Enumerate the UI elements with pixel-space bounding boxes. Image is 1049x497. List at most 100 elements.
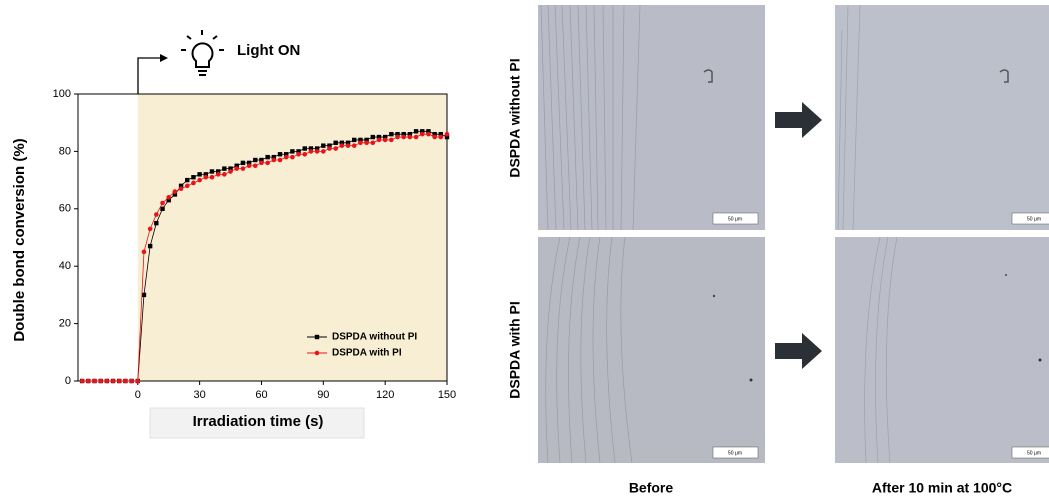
marker bbox=[129, 378, 134, 384]
x-axis-label: Irradiation time (s) bbox=[193, 413, 324, 430]
row-label: DSPDA without PI bbox=[507, 58, 523, 177]
marker bbox=[203, 174, 209, 180]
marker bbox=[259, 160, 264, 166]
marker bbox=[351, 143, 357, 148]
marker bbox=[284, 152, 289, 157]
scale-bar-label: 50 μm bbox=[728, 450, 742, 456]
marker bbox=[277, 157, 283, 163]
marker bbox=[308, 149, 314, 154]
y-axis-label: Double bond conversion (%) bbox=[11, 138, 28, 341]
marker bbox=[321, 149, 326, 154]
marker bbox=[215, 169, 221, 174]
micrograph bbox=[835, 237, 1049, 463]
marker bbox=[265, 154, 270, 160]
micrograph bbox=[538, 237, 765, 463]
marker bbox=[246, 160, 252, 166]
light-arrow bbox=[137, 57, 162, 94]
marker bbox=[395, 131, 400, 137]
marker bbox=[277, 152, 283, 157]
arrow bbox=[775, 102, 822, 138]
marker bbox=[444, 134, 450, 140]
marker bbox=[382, 134, 388, 140]
marker bbox=[426, 129, 431, 134]
legend-label: DSPDA without PI bbox=[332, 332, 417, 343]
marker bbox=[364, 140, 369, 146]
marker bbox=[419, 131, 425, 137]
marker bbox=[438, 131, 444, 137]
xlabel-box bbox=[149, 407, 365, 439]
plot-frame bbox=[77, 93, 448, 382]
x-tick-label: 60 bbox=[255, 389, 267, 401]
marker bbox=[240, 160, 246, 166]
y-tick-label: 20 bbox=[59, 318, 71, 330]
column-label: Before bbox=[629, 480, 674, 496]
marker bbox=[389, 137, 394, 143]
marker bbox=[86, 378, 91, 384]
marker bbox=[395, 134, 400, 140]
marker bbox=[154, 220, 159, 226]
marker bbox=[184, 183, 190, 189]
marker bbox=[358, 140, 363, 146]
y-tick-label: 40 bbox=[59, 260, 71, 272]
marker bbox=[339, 140, 345, 145]
marker bbox=[98, 378, 103, 384]
marker bbox=[147, 226, 153, 232]
legend-marker bbox=[314, 334, 320, 340]
micrograph bbox=[835, 5, 1049, 230]
marker bbox=[370, 140, 376, 146]
marker bbox=[79, 378, 85, 384]
marker bbox=[234, 166, 240, 171]
plot: 0 30 60 90 120 150 0 20 40 60 80 100 DSPDA without P… bbox=[53, 88, 457, 401]
marker bbox=[215, 172, 221, 177]
marker bbox=[178, 183, 184, 189]
marker bbox=[240, 166, 246, 171]
annotation: Light ON bbox=[237, 42, 300, 59]
marker bbox=[407, 131, 413, 137]
marker bbox=[147, 243, 153, 249]
marker bbox=[401, 131, 406, 137]
marker bbox=[420, 129, 425, 134]
bulb-icon bbox=[181, 30, 224, 76]
marker bbox=[352, 137, 357, 143]
marker bbox=[345, 143, 351, 148]
marker bbox=[172, 192, 178, 197]
marker bbox=[370, 134, 375, 140]
scale-bar-label: 50 μm bbox=[1027, 450, 1041, 456]
marker bbox=[166, 197, 171, 203]
marker bbox=[339, 143, 345, 148]
marker bbox=[197, 177, 202, 183]
marker bbox=[160, 206, 165, 211]
y-tick-label: 80 bbox=[59, 145, 71, 157]
marker bbox=[141, 249, 147, 255]
legend-marker bbox=[314, 350, 320, 356]
marker bbox=[246, 163, 252, 169]
marker bbox=[178, 186, 184, 192]
marker bbox=[271, 157, 277, 163]
marker bbox=[296, 151, 301, 157]
y-tick-label: 60 bbox=[59, 203, 71, 215]
marker bbox=[283, 154, 289, 160]
marker bbox=[234, 163, 239, 168]
marker bbox=[116, 378, 122, 384]
micrograph bbox=[538, 5, 765, 230]
marker bbox=[401, 134, 407, 140]
marker bbox=[222, 166, 227, 171]
marker bbox=[290, 149, 295, 154]
marker bbox=[327, 146, 332, 151]
marker bbox=[382, 137, 388, 143]
marker bbox=[314, 146, 320, 151]
marker bbox=[302, 151, 308, 157]
x-tick-label: 0 bbox=[135, 389, 141, 401]
marker bbox=[191, 175, 196, 180]
marker bbox=[252, 163, 258, 169]
marker bbox=[407, 134, 413, 140]
y-tick-label: 100 bbox=[53, 88, 71, 100]
marker bbox=[222, 172, 227, 177]
marker bbox=[413, 129, 419, 134]
marker bbox=[296, 149, 301, 154]
marker bbox=[160, 200, 165, 206]
marker bbox=[185, 177, 190, 183]
marker bbox=[141, 292, 147, 298]
marker bbox=[197, 172, 202, 177]
marker bbox=[203, 172, 209, 177]
